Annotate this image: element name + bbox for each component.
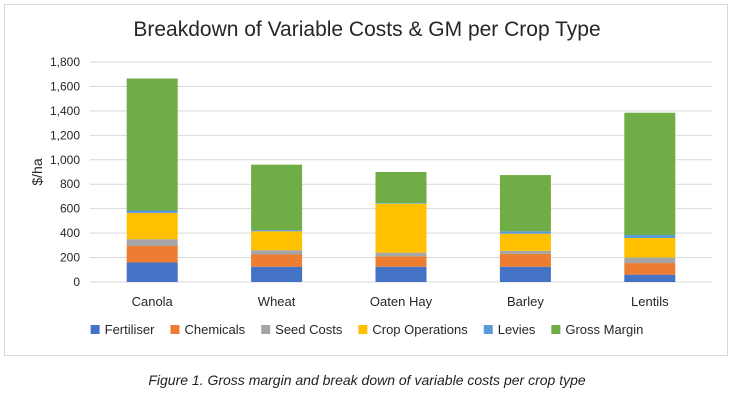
bar-segment-seed-costs — [499, 250, 551, 254]
legend-swatch — [90, 325, 100, 334]
category-labels: Canola Wheat Oaten Hay Barley Lentils — [132, 294, 669, 309]
category-label: Lentils — [631, 294, 669, 309]
y-axis-ticks: 0 200 400 600 800 1,000 1,200 1,400 1,600 1,800 — [50, 55, 80, 289]
y-tick-label: 600 — [60, 202, 80, 216]
legend-swatch — [483, 325, 493, 334]
legend-label: Crop Operations — [372, 322, 468, 337]
category-label: Wheat — [258, 294, 296, 309]
y-tick-label: 200 — [60, 251, 80, 265]
y-tick-label: 0 — [73, 275, 80, 289]
bar-segment-seed-costs — [251, 250, 303, 255]
legend-label: Seed Costs — [275, 322, 343, 337]
bar-segment-gross-margin — [126, 78, 178, 211]
legend-swatch — [358, 325, 368, 334]
legend-swatch — [261, 325, 271, 334]
bar-segment-seed-costs — [624, 257, 676, 264]
bar-segment-fertiliser — [499, 266, 551, 282]
bar-segment-levies — [624, 234, 676, 238]
legend-label: Gross Margin — [565, 322, 643, 337]
bar-segment-chemicals — [251, 254, 303, 267]
bar-segment-chemicals — [499, 253, 551, 267]
y-tick-label: 1,600 — [50, 79, 80, 93]
bar-segment-seed-costs — [375, 252, 427, 257]
bar-segment-gross-margin — [251, 164, 303, 231]
bar-segment-gross-margin — [375, 172, 427, 204]
bar-segment-chemicals — [126, 245, 178, 263]
legend: Fertiliser Chemicals Seed Costs Crop Operat… — [90, 322, 643, 337]
legend-label: Levies — [498, 322, 536, 337]
y-tick-label: 800 — [60, 177, 80, 191]
bar-segment-chemicals — [375, 256, 427, 267]
bar-segment-crop-operations — [499, 233, 551, 251]
bars — [126, 78, 676, 282]
category-label: Barley — [507, 294, 544, 309]
bar-segment-crop-operations — [126, 212, 178, 240]
category-label: Canola — [132, 294, 174, 309]
legend-swatch — [551, 325, 561, 334]
y-tick-label: 400 — [60, 226, 80, 240]
gridlines — [90, 61, 712, 283]
chart-frame — [4, 4, 728, 356]
bar-segment-fertiliser — [126, 262, 178, 282]
figure-caption: Figure 1. Gross margin and break down of… — [148, 372, 586, 388]
legend-label: Chemicals — [184, 322, 245, 337]
y-tick-label: 1,400 — [50, 104, 80, 118]
bar-segment-crop-operations — [375, 203, 427, 253]
bar-segment-fertiliser — [624, 274, 676, 282]
y-tick-label: 1,000 — [50, 153, 80, 167]
bar-segment-chemicals — [624, 263, 676, 275]
chart-title: Breakdown of Variable Costs & GM per Cro… — [133, 18, 600, 41]
stacked-bar-chart: Breakdown of Variable Costs & GM per Cro… — [29, 18, 712, 337]
legend-label: Fertiliser — [105, 322, 156, 337]
y-axis-label: $/ha — [29, 158, 45, 185]
bar-segment-levies — [499, 231, 551, 234]
bar-segment-crop-operations — [251, 231, 303, 251]
bar-segment-levies — [126, 210, 178, 213]
bar-segment-fertiliser — [375, 266, 427, 282]
y-tick-label: 1,800 — [50, 55, 80, 69]
legend-swatch — [170, 325, 180, 334]
bar-segment-fertiliser — [251, 266, 303, 282]
bar-segment-levies — [375, 203, 427, 204]
category-label: Oaten Hay — [370, 294, 433, 309]
bar-segment-gross-margin — [624, 112, 676, 235]
bar-segment-crop-operations — [624, 238, 676, 258]
y-tick-label: 1,200 — [50, 128, 80, 142]
bar-segment-levies — [251, 230, 303, 232]
bar-segment-gross-margin — [499, 175, 551, 232]
bar-segment-seed-costs — [126, 239, 178, 246]
